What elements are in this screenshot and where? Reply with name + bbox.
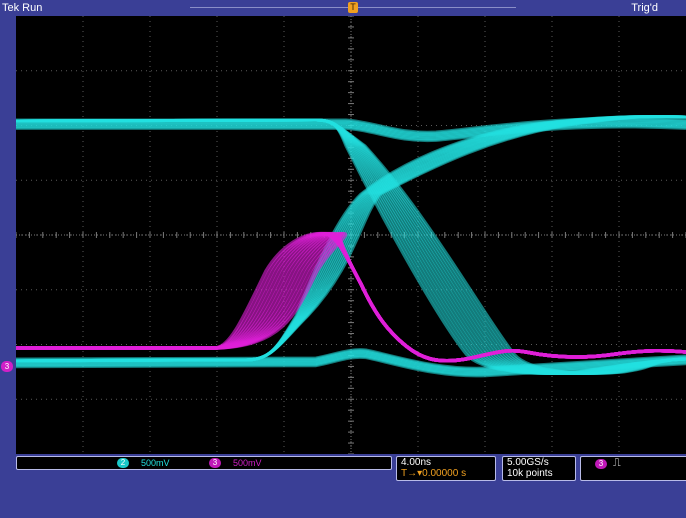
channel-readout[interactable]: 2 500mV 3 500mV xyxy=(16,456,392,470)
top-status-bar: Tek Run T Trig'd xyxy=(0,0,686,16)
sample-rate: 5.00GS/s xyxy=(507,457,549,468)
trigger-source-badge: 3 xyxy=(595,459,607,469)
ch2-trace xyxy=(16,118,686,375)
run-status: Tek Run xyxy=(2,2,43,14)
left-marker-rail xyxy=(0,16,16,454)
ch2-trace xyxy=(16,355,686,378)
timebase-readout[interactable]: 4.00ns T→▾0.00000 s xyxy=(396,456,496,481)
trigger-readout[interactable]: 3 ⎍ xyxy=(580,456,686,481)
ch3-trace xyxy=(16,231,686,363)
waveform-display[interactable] xyxy=(16,16,686,454)
pulse-trigger-icon: ⎍ xyxy=(613,457,621,469)
waveform-canvas xyxy=(16,16,686,454)
ch3-badge[interactable]: 3 xyxy=(209,458,221,468)
ch2-trace xyxy=(16,125,686,143)
ch3-ground-marker-icon[interactable]: 3 xyxy=(1,361,13,372)
trigger-delay-icon: T→▾ xyxy=(401,468,423,479)
ch2-scale: 500mV xyxy=(141,458,170,468)
horizontal-delay: 0.00000 s xyxy=(422,468,467,479)
acquisition-readout[interactable]: 5.00GS/s 10k points xyxy=(502,456,576,481)
horizontal-delay-row: T→▾0.00000 s xyxy=(401,468,466,479)
ch2-badge[interactable]: 2 xyxy=(117,458,129,468)
trigger-status: Trig'd xyxy=(631,2,658,14)
waveform-traces xyxy=(16,115,686,378)
record-length: 10k points xyxy=(507,468,553,479)
record-trigger-marker-icon: T xyxy=(348,2,358,13)
horizontal-scale: 4.00ns xyxy=(401,457,432,468)
ch3-scale: 500mV xyxy=(233,458,262,468)
